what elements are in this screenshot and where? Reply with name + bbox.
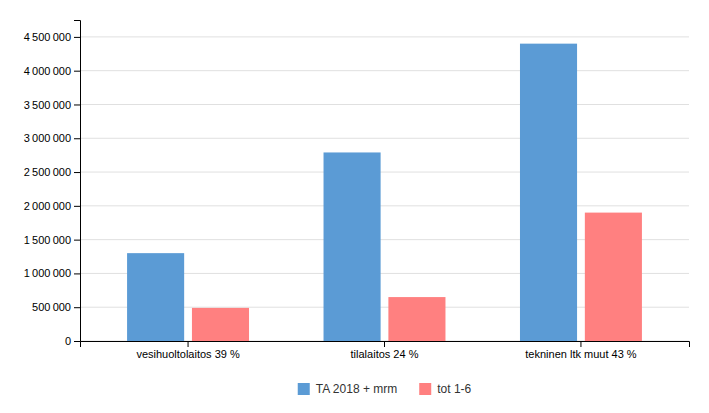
tick-label: tilalaitos 24 %: [351, 348, 419, 360]
grid-line: [80, 138, 689, 139]
tick-mark: [74, 104, 80, 105]
x-tick: tilalaitos 24 %: [351, 341, 419, 360]
y-tick: 2 000 000: [24, 200, 80, 212]
x-tick: tekninen ltk muut 43 %: [525, 341, 637, 360]
y-tick: 1 500 000: [24, 234, 80, 246]
y-tick: 1 000 000: [24, 267, 80, 279]
axis-line: [81, 342, 690, 348]
tick-mark: [74, 206, 80, 207]
x-tick: vesihuoltolaitos 39 %: [136, 341, 240, 360]
y-tick: 4 000 000: [24, 65, 80, 77]
legend: TA 2018 + mrm tot 1-6: [298, 382, 472, 396]
tick-label: 3 500 000: [24, 98, 71, 110]
tick-mark: [580, 341, 581, 347]
grid-line: [80, 70, 689, 71]
legend-label: tot 1-6: [437, 382, 471, 396]
chart-container: 0 500 000 1 000 000 1 500 000 2 000 000 2 500…: [0, 0, 709, 413]
legend-item: tot 1-6: [419, 382, 471, 396]
bar-series: [127, 44, 577, 341]
bars: [127, 44, 642, 341]
tick-mark: [188, 341, 189, 347]
tick-label: 0: [65, 335, 71, 347]
chart: 0 500 000 1 000 000 1 500 000 2 000 000 2 500…: [0, 0, 709, 413]
grid-line: [80, 172, 689, 173]
bar: [192, 308, 249, 341]
legend-item: TA 2018 + mrm: [298, 382, 397, 396]
plot: 0 500 000 1 000 000 1 500 000 2 000 000 2 500…: [24, 21, 690, 360]
tick-label: vesihuoltolaitos 39 %: [136, 348, 240, 360]
tick-label: 4 000 000: [24, 65, 71, 77]
tick-mark: [74, 341, 80, 342]
x-axis: vesihuoltolaitos 39 % tilalaitos 24 % tekn…: [81, 341, 690, 360]
tick-label: 1 000 000: [24, 267, 71, 279]
y-tick: 0: [65, 335, 80, 347]
bar: [585, 213, 642, 341]
y-tick: 3 000 000: [24, 132, 80, 144]
y-tick: 2 500 000: [24, 166, 80, 178]
legend-label: TA 2018 + mrm: [316, 382, 397, 396]
grid-line: [80, 36, 689, 37]
tick-mark: [74, 172, 80, 173]
y-tick: 4 500 000: [24, 31, 80, 43]
tick-label: 3 000 000: [24, 132, 71, 144]
legend-swatch: [298, 383, 310, 395]
tick-label: tekninen ltk muut 43 %: [525, 348, 637, 360]
tick-mark: [74, 71, 80, 72]
tick-mark: [74, 138, 80, 139]
bar: [127, 253, 184, 341]
bar: [520, 44, 577, 341]
tick-mark: [74, 37, 80, 38]
tick-mark: [74, 240, 80, 241]
tick-mark: [74, 307, 80, 308]
y-tick: 3 500 000: [24, 98, 80, 110]
bar-series: [192, 213, 642, 341]
y-axis: 0 500 000 1 000 000 1 500 000 2 000 000 2 500…: [24, 21, 81, 348]
axis-line: [74, 21, 81, 342]
tick-label: 500 000: [32, 301, 71, 313]
grid-line: [80, 104, 689, 105]
bar: [324, 152, 381, 341]
tick-label: 1 500 000: [24, 234, 71, 246]
legend-swatch: [419, 383, 431, 395]
y-tick: 500 000: [32, 301, 80, 313]
tick-label: 2 500 000: [24, 166, 71, 178]
tick-label: 2 000 000: [24, 200, 71, 212]
tick-mark: [74, 273, 80, 274]
grid: [80, 37, 689, 341]
bar: [388, 297, 445, 341]
grid-line: [80, 205, 689, 206]
tick-label: 4 500 000: [24, 31, 71, 43]
tick-mark: [384, 341, 385, 347]
